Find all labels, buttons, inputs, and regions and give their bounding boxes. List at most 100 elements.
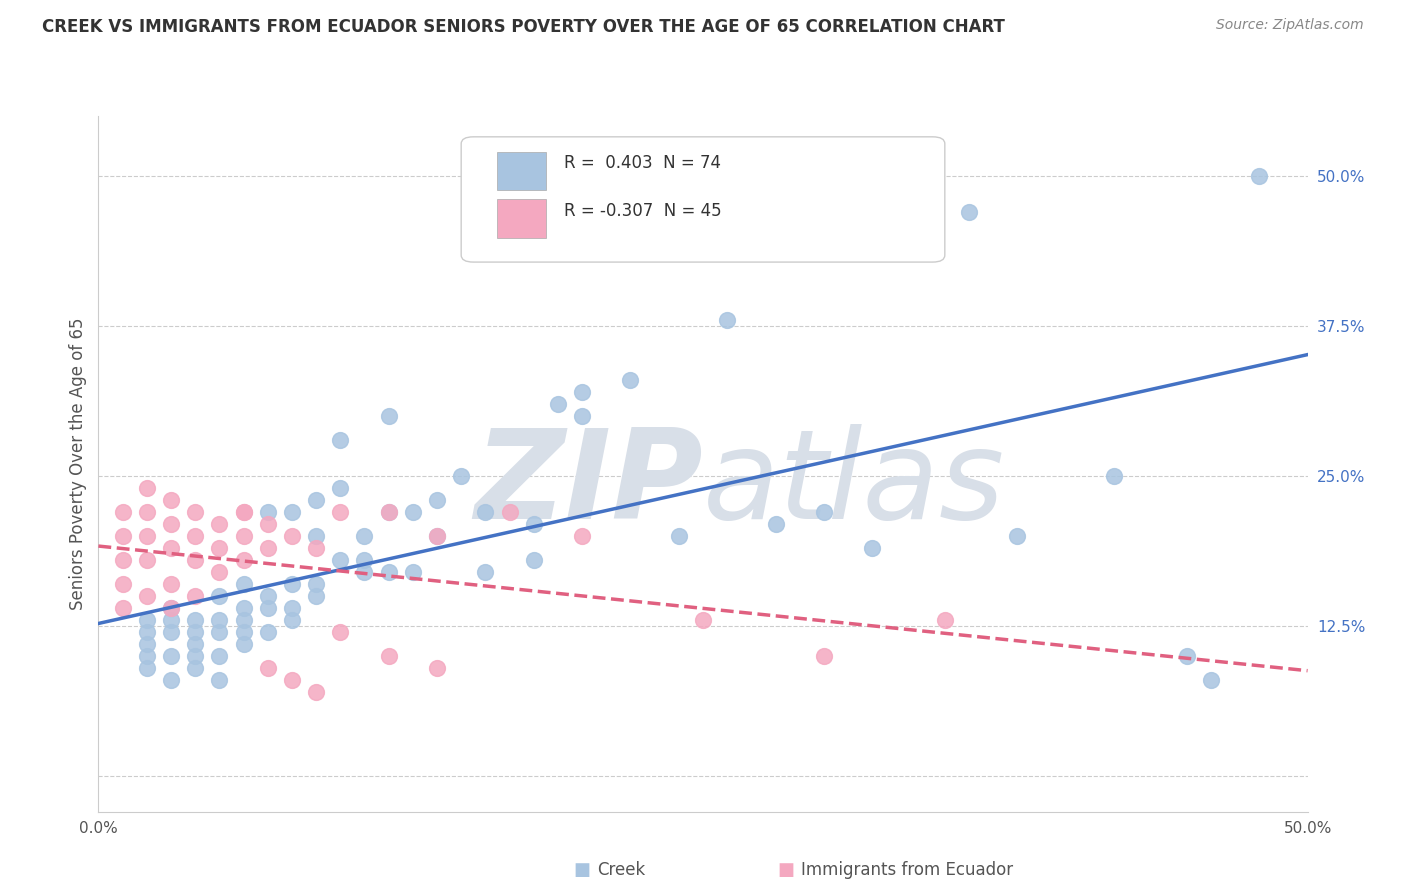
Point	[377, 565, 399, 579]
Point	[232, 505, 254, 519]
Point	[184, 637, 207, 651]
Point	[426, 492, 449, 507]
Point	[281, 505, 304, 519]
Point	[135, 648, 157, 663]
Point	[135, 553, 157, 567]
Point	[281, 529, 304, 543]
Point	[426, 661, 449, 675]
Point	[232, 613, 254, 627]
Point	[184, 648, 207, 663]
Point	[232, 624, 254, 639]
Point	[813, 505, 835, 519]
Point	[232, 576, 254, 591]
Point	[135, 624, 157, 639]
Point	[135, 481, 157, 495]
Text: atlas: atlas	[703, 425, 1005, 545]
Point	[160, 600, 183, 615]
Point	[135, 589, 157, 603]
Point	[208, 516, 231, 531]
Point	[160, 600, 183, 615]
Point	[160, 541, 183, 555]
Point	[498, 505, 520, 519]
Point	[329, 481, 352, 495]
Point	[111, 529, 134, 543]
Point	[232, 553, 254, 567]
Point	[281, 600, 304, 615]
Point	[305, 492, 328, 507]
Point	[184, 661, 207, 675]
Point	[208, 624, 231, 639]
Point	[523, 553, 546, 567]
Point	[765, 516, 787, 531]
Point	[160, 613, 183, 627]
Point	[716, 313, 738, 327]
Point	[256, 505, 278, 519]
Point	[111, 576, 134, 591]
Point	[135, 637, 157, 651]
Text: R = -0.307  N = 45: R = -0.307 N = 45	[564, 202, 721, 220]
Point	[160, 492, 183, 507]
Point	[160, 516, 183, 531]
Bar	[498, 200, 546, 238]
Point	[135, 505, 157, 519]
Point	[402, 505, 425, 519]
Point	[886, 228, 908, 243]
Point	[184, 529, 207, 543]
Point	[377, 505, 399, 519]
Point	[256, 600, 278, 615]
Point	[305, 589, 328, 603]
Point	[547, 397, 569, 411]
Point	[353, 565, 375, 579]
Point	[256, 516, 278, 531]
Point	[208, 541, 231, 555]
Bar	[498, 153, 546, 190]
Point	[208, 589, 231, 603]
Text: Source: ZipAtlas.com: Source: ZipAtlas.com	[1216, 18, 1364, 32]
Point	[1249, 169, 1271, 183]
Point	[402, 565, 425, 579]
Point	[232, 505, 254, 519]
Point	[377, 648, 399, 663]
Point	[160, 648, 183, 663]
Point	[232, 637, 254, 651]
Point	[135, 613, 157, 627]
Text: R =  0.403  N = 74: R = 0.403 N = 74	[564, 154, 721, 172]
Point	[305, 529, 328, 543]
Point	[184, 553, 207, 567]
Point	[1102, 468, 1125, 483]
Point	[957, 205, 980, 219]
Point	[571, 529, 593, 543]
Text: ZIP: ZIP	[474, 425, 703, 545]
Point	[111, 553, 134, 567]
Point	[377, 505, 399, 519]
Point	[813, 648, 835, 663]
Point	[1007, 529, 1029, 543]
Point	[860, 541, 883, 555]
Point	[571, 409, 593, 423]
Point	[160, 624, 183, 639]
Text: ■: ■	[574, 861, 591, 879]
Point	[256, 589, 278, 603]
Point	[281, 613, 304, 627]
Text: Creek: Creek	[598, 861, 645, 879]
Point	[377, 409, 399, 423]
FancyBboxPatch shape	[461, 136, 945, 262]
Point	[353, 553, 375, 567]
Point	[426, 529, 449, 543]
Point	[1175, 648, 1198, 663]
Point	[329, 433, 352, 447]
Point	[184, 624, 207, 639]
Point	[135, 661, 157, 675]
Point	[619, 373, 641, 387]
Text: ■: ■	[778, 861, 794, 879]
Point	[208, 673, 231, 687]
Point	[111, 505, 134, 519]
Point	[281, 673, 304, 687]
Point	[426, 529, 449, 543]
Point	[329, 553, 352, 567]
Point	[305, 576, 328, 591]
Point	[256, 541, 278, 555]
Point	[934, 613, 956, 627]
Y-axis label: Seniors Poverty Over the Age of 65: Seniors Poverty Over the Age of 65	[69, 318, 87, 610]
Point	[450, 468, 472, 483]
